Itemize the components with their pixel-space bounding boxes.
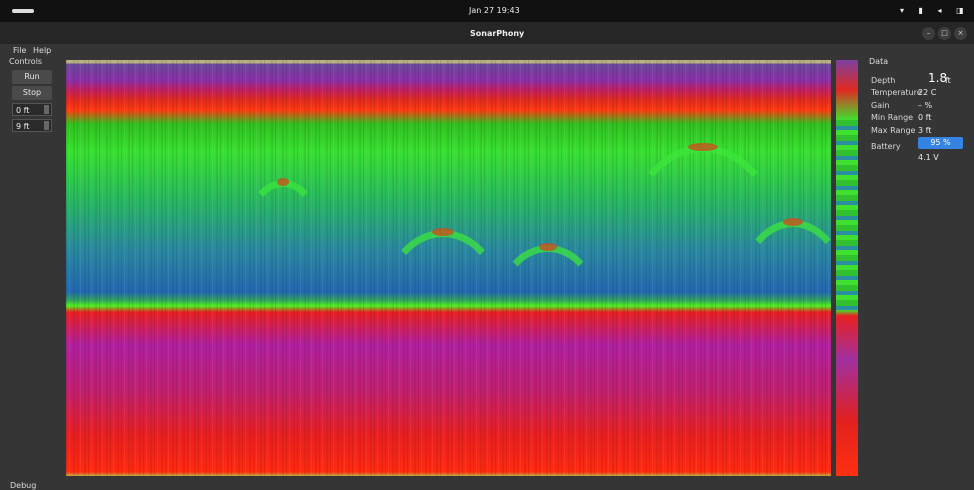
spin-arrows[interactable] [44,121,49,130]
data-row-value: – % [918,101,932,110]
fish-arc [246,180,320,274]
menu-file[interactable]: File [13,46,26,55]
page: SonarPhony {"system_bar": {"clock": "Jan… [0,0,974,489]
clock[interactable]: Jan 27 19:43 [469,6,520,15]
menu-help[interactable]: Help [33,46,51,55]
controls-title: Controls [9,57,42,66]
maximize-button[interactable]: □ [938,27,951,40]
depth-label: Depth [871,76,895,85]
status-icons[interactable]: ▾ ▮ ◂ ◨ [900,6,970,15]
fish-arc [381,230,505,384]
min-range-input[interactable]: 0 ft [12,103,52,116]
screen: Jan 27 19:43 ▾ ▮ ◂ ◨ SonarPhony – □ × Fi… [0,0,974,489]
data-row-value: 0 ft [918,113,931,122]
title-bar: SonarPhony [0,22,974,44]
data-row-label: Gain [871,101,889,110]
max-range-text: 9 ft [16,122,29,131]
minimize-button[interactable]: – [922,27,935,40]
data-row-value: 3 ft [918,126,931,135]
data-row-value: 22 C [918,88,936,97]
system-bar: Jan 27 19:43 ▾ ▮ ◂ ◨ [0,0,974,22]
sonar-display [66,60,831,476]
data-title: Data [869,57,888,66]
battery-bar: 95 % [918,137,963,149]
battery-label: Battery [871,142,901,151]
run-button[interactable]: Run [12,70,52,84]
close-button[interactable]: × [954,27,967,40]
data-row-label: Max Range [871,126,915,135]
fish-arc [496,245,600,369]
data-row-label: Temperature [871,88,922,97]
activities-indicator[interactable] [12,9,34,13]
spin-arrows[interactable] [44,105,49,114]
battery-voltage: 4.1 V [918,153,939,162]
max-range-input[interactable]: 9 ft [12,119,52,132]
depth-unit: ft [945,76,951,85]
stop-button[interactable]: Stop [12,86,52,100]
data-row-label: Min Range [871,113,913,122]
min-range-text: 0 ft [16,106,29,115]
window-title: SonarPhony [470,29,524,38]
sonar-color-strip [836,60,858,476]
